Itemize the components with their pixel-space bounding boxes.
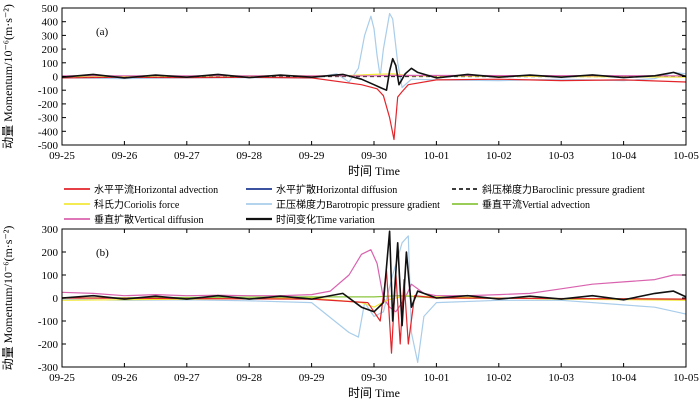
y-tick-label: 200 bbox=[42, 44, 59, 56]
y-tick-label: 100 bbox=[42, 58, 59, 70]
legend-label-cn: 水平平流 bbox=[94, 183, 134, 196]
x-tick-label: 09-28 bbox=[236, 372, 262, 384]
x-tick-label: 10-03 bbox=[548, 150, 574, 162]
legend-label-cn: 垂直平流 bbox=[482, 198, 522, 211]
y-tick-label: -300 bbox=[38, 113, 59, 125]
x-tick-label: 10-01 bbox=[424, 150, 450, 162]
legend-label-1: 水平扩散Horizontal diffusion bbox=[276, 183, 397, 196]
legend-label-en: Horizontal advection bbox=[134, 185, 218, 196]
panel-label: (a) bbox=[96, 26, 109, 38]
x-tick-label: 10-05 bbox=[673, 150, 699, 162]
x-tick-label: 10-04 bbox=[611, 150, 637, 162]
panel-b: 09-25 09-26 09-27 09-28 09-29 09-30 10-01 10-02… bbox=[1, 224, 699, 400]
legend-label-6: 垂直扩散Vertical diffusion bbox=[94, 213, 204, 226]
x-tick-label: 10-01 bbox=[424, 372, 450, 384]
legend-label-2: 斜压梯度力Baroclinic pressure gradient bbox=[482, 183, 645, 196]
y-tick-label: -100 bbox=[38, 85, 59, 97]
legend: 水平平流Horizontal advection 水平扩散Horizontal d… bbox=[64, 183, 645, 226]
x-tick-label: 09-27 bbox=[174, 372, 200, 384]
y-axis-title: 动量 Momentum/10⁻⁶(m·s⁻²) bbox=[1, 4, 15, 149]
x-tick-label: 09-28 bbox=[236, 150, 262, 162]
x-tick-label: 09-26 bbox=[112, 372, 138, 384]
legend-label-en: Barotropic pressure gradient bbox=[326, 200, 440, 211]
y-tick-label: -500 bbox=[38, 140, 59, 152]
y-tick-label: -200 bbox=[38, 99, 59, 111]
x-axis-title: 时间 Time bbox=[348, 164, 400, 178]
y-axis-title: 动量 Momentum/10⁻⁶(m·s⁻²) bbox=[1, 226, 15, 371]
series-line-1 bbox=[61, 249, 686, 313]
series-group bbox=[61, 12, 687, 141]
y-tick-label: -400 bbox=[38, 126, 59, 138]
legend-label-en: Horizontal diffusion bbox=[316, 185, 397, 196]
legend-label-en: Coriolis force bbox=[124, 200, 180, 211]
series-group bbox=[61, 230, 687, 363]
x-tick-label: 09-29 bbox=[299, 372, 325, 384]
legend-label-en: Time variation bbox=[316, 215, 375, 226]
y-tick-label: 100 bbox=[42, 270, 59, 282]
legend-label-cn: 水平扩散 bbox=[276, 183, 316, 196]
x-tick-label: 09-30 bbox=[361, 372, 387, 384]
y-tick-label: 400 bbox=[42, 17, 59, 29]
panel-label: (b) bbox=[96, 247, 109, 259]
x-tick-label: 09-26 bbox=[112, 150, 138, 162]
legend-label-cn: 斜压梯度力 bbox=[482, 183, 532, 196]
legend-label-cn: 时间变化 bbox=[276, 213, 316, 226]
x-tick-label: 10-02 bbox=[486, 372, 512, 384]
x-tick-label: 09-30 bbox=[361, 150, 387, 162]
legend-label-cn: 科氏力 bbox=[94, 198, 124, 211]
legend-label-5: 垂直平流Vertial advection bbox=[482, 198, 590, 211]
panel-a: 09-25 09-26 09-27 09-28 09-29 09-30 10-01 10-02… bbox=[1, 3, 699, 178]
x-tick-label: 09-25 bbox=[49, 372, 75, 384]
legend-label-3: 科氏力Coriolis force bbox=[94, 198, 180, 211]
y-tick-label: -200 bbox=[38, 339, 59, 351]
series-line-5 bbox=[61, 230, 687, 327]
legend-label-en: Vertical diffusion bbox=[134, 215, 204, 226]
y-tick-label: 0 bbox=[53, 72, 59, 84]
x-axis-title: 时间 Time bbox=[348, 386, 400, 400]
legend-label-cn: 垂直扩散 bbox=[94, 213, 134, 226]
y-tick-label: -300 bbox=[38, 362, 59, 374]
legend-label-0: 水平平流Horizontal advection bbox=[94, 183, 218, 196]
legend-label-en: Vertial advection bbox=[522, 200, 590, 211]
y-tick-label: 300 bbox=[42, 224, 59, 236]
x-tick-label: 09-29 bbox=[299, 150, 325, 162]
x-tick-label: 10-03 bbox=[548, 372, 574, 384]
x-tick-label: 10-02 bbox=[486, 150, 512, 162]
legend-label-7: 时间变化Time variation bbox=[276, 213, 375, 226]
x-tick-label: 10-04 bbox=[611, 372, 637, 384]
legend-label-cn: 正压梯度力 bbox=[276, 198, 326, 211]
x-tick-label: 09-25 bbox=[49, 150, 75, 162]
x-tick-label: 10-05 bbox=[673, 372, 699, 384]
y-tick-label: 0 bbox=[53, 293, 59, 305]
y-tick-label: 500 bbox=[42, 3, 59, 15]
series-line-5 bbox=[61, 57, 687, 91]
legend-label-4: 正压梯度力Barotropic pressure gradient bbox=[276, 198, 440, 211]
legend-label-en: Baroclinic pressure gradient bbox=[532, 185, 645, 196]
y-tick-label: -100 bbox=[38, 316, 59, 328]
x-tick-label: 09-27 bbox=[174, 150, 200, 162]
series-line-1 bbox=[61, 76, 687, 141]
y-tick-label: 300 bbox=[42, 30, 59, 42]
y-tick-label: 200 bbox=[42, 247, 59, 259]
